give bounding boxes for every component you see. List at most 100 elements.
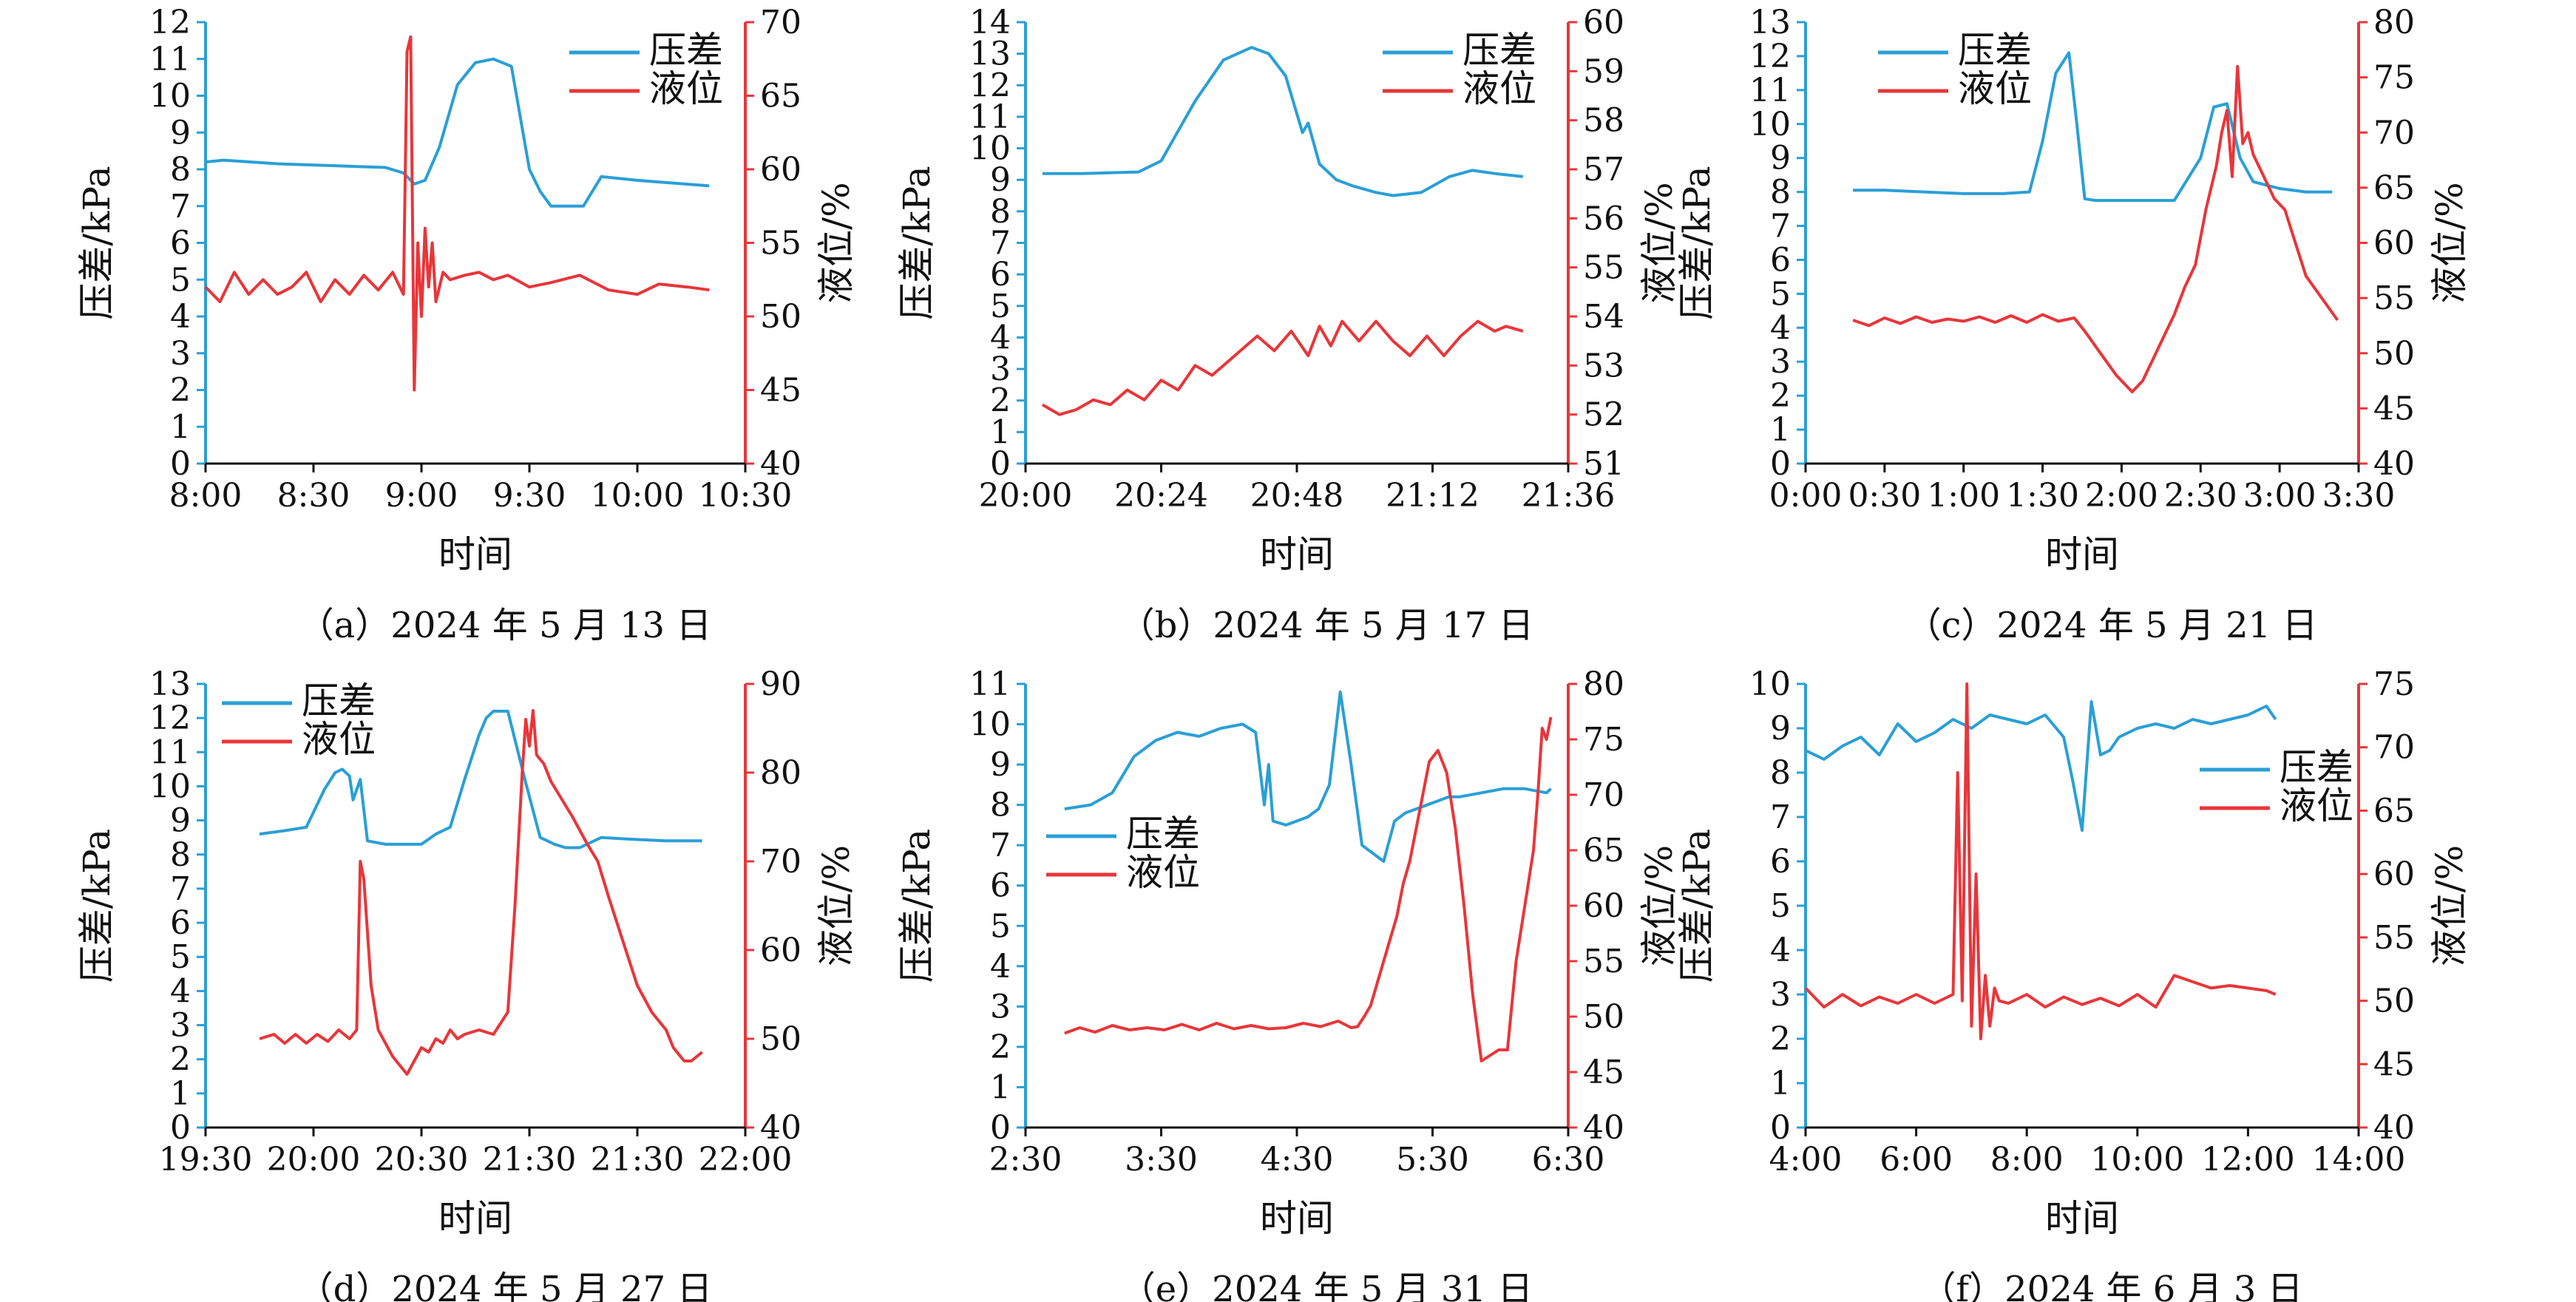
- panel-b: 0123456789101112131451525354555657585960…: [895, 4, 1681, 646]
- series-line-pressure-diff: [1042, 46, 1524, 197]
- y-axis-label-left: 压差/kPa: [895, 829, 938, 983]
- y-right-tick-label: 45: [2373, 390, 2415, 427]
- y-left-tick-label: 9: [170, 114, 191, 152]
- y-right-tick-label: 60: [1583, 887, 1624, 925]
- y-left-tick-label: 0: [990, 445, 1011, 483]
- panel-caption: （d）2024 年 5 月 27 日: [298, 1269, 713, 1302]
- legend-label-level: 液位: [1126, 851, 1200, 894]
- y-left-tick-label: 3: [170, 1007, 191, 1045]
- y-left-tick-label: 1: [1770, 411, 1791, 449]
- legend-label-level: 液位: [649, 67, 723, 110]
- y-left-tick-label: 10: [1749, 106, 1791, 143]
- y-right-tick-label: 65: [760, 78, 801, 115]
- x-tick-label: 4:30: [1261, 1141, 1334, 1179]
- y-left-tick-label: 11: [149, 41, 191, 78]
- y-left-tick-label: 7: [990, 225, 1011, 262]
- y-left-tick-label: 3: [170, 335, 191, 373]
- series-line-level: [1064, 716, 1553, 1062]
- y-left-tick-label: 5: [990, 288, 1011, 325]
- x-tick-label: 8:30: [277, 477, 350, 515]
- y-right-tick-label: 45: [1583, 1054, 1624, 1091]
- y-left-tick-label: 10: [969, 130, 1011, 168]
- y-right-tick-label: 54: [1583, 298, 1624, 336]
- x-tick-label: 8:00: [1990, 1141, 2064, 1179]
- y-axis-label-right: 液位/%: [2428, 182, 2471, 303]
- y-left-tick-label: 6: [170, 904, 191, 942]
- x-tick-label: 1:30: [2006, 477, 2079, 515]
- y-left-tick-label: 9: [1770, 710, 1791, 747]
- x-axis-label: 时间: [438, 1197, 512, 1240]
- x-tick-label: 0:00: [1769, 477, 1843, 515]
- y-left-tick-label: 6: [990, 256, 1011, 294]
- legend-label-level: 液位: [2280, 784, 2353, 827]
- y-right-tick-label: 80: [1583, 665, 1624, 703]
- y-left-tick-label: 8: [990, 787, 1011, 824]
- x-tick-label: 10:30: [699, 477, 793, 515]
- y-right-tick-label: 80: [760, 754, 801, 792]
- x-tick-label: 19:30: [159, 1141, 253, 1179]
- y-left-tick-label: 11: [149, 733, 191, 771]
- y-left-tick-label: 2: [1770, 377, 1791, 415]
- y-right-tick-label: 40: [1583, 1109, 1624, 1147]
- y-left-tick-label: 4: [1770, 309, 1791, 347]
- y-right-tick-label: 58: [1583, 102, 1624, 140]
- x-tick-label: 9:30: [493, 477, 566, 515]
- y-right-tick-label: 40: [2373, 1109, 2415, 1147]
- y-left-tick-label: 5: [1770, 887, 1791, 925]
- y-left-tick-label: 4: [170, 972, 191, 1010]
- y-axis-label-right: 液位/%: [1638, 845, 1681, 966]
- x-tick-label: 22:00: [699, 1141, 793, 1179]
- y-left-tick-label: 0: [1770, 445, 1791, 483]
- y-right-tick-label: 55: [2373, 919, 2415, 957]
- y-right-tick-label: 45: [760, 372, 801, 410]
- panel-caption: （f）2024 年 6 月 3 日: [1920, 1269, 2302, 1302]
- y-axis-label-left: 压差/kPa: [75, 829, 118, 983]
- y-left-tick-label: 1: [170, 1075, 191, 1113]
- legend-label-pressure-diff: 压差: [1126, 813, 1200, 855]
- y-left-tick-label: 3: [990, 350, 1011, 388]
- y-left-tick-label: 7: [990, 827, 1011, 864]
- y-left-tick-label: 13: [969, 35, 1011, 73]
- y-right-tick-label: 55: [1583, 943, 1624, 980]
- y-right-tick-label: 65: [2373, 169, 2415, 207]
- x-tick-label: 20:24: [1114, 477, 1208, 515]
- series-line-pressure-diff: [1853, 51, 2333, 203]
- y-left-tick-label: 10: [149, 78, 191, 115]
- y-left-tick-label: 13: [149, 665, 191, 703]
- y-right-tick-label: 70: [2373, 729, 2415, 767]
- legend-label-pressure-diff: 压差: [302, 679, 376, 722]
- x-tick-label: 21:36: [1522, 477, 1616, 515]
- y-left-tick-label: 4: [990, 948, 1011, 986]
- legend-label-pressure-diff: 压差: [2280, 746, 2353, 789]
- y-right-tick-label: 70: [1583, 776, 1624, 814]
- y-right-tick-label: 50: [2373, 335, 2415, 373]
- y-left-tick-label: 1: [990, 413, 1011, 451]
- x-tick-label: 8:00: [169, 477, 243, 515]
- y-right-tick-label: 90: [760, 665, 801, 703]
- y-left-tick-label: 11: [969, 665, 1011, 703]
- y-left-tick-label: 9: [1770, 140, 1791, 177]
- x-tick-label: 4:00: [1769, 1141, 1843, 1179]
- series-line-level: [1852, 64, 2339, 393]
- y-left-tick-label: 0: [170, 1109, 191, 1147]
- y-left-tick-label: 3: [1770, 343, 1791, 381]
- x-tick-label: 21:30: [591, 1141, 685, 1179]
- y-left-tick-label: 0: [990, 1109, 1011, 1147]
- series-line-level: [1804, 682, 2277, 1040]
- y-right-tick-label: 60: [760, 151, 801, 189]
- y-left-tick-label: 8: [1770, 754, 1791, 792]
- y-left-tick-label: 2: [990, 1028, 1011, 1066]
- y-right-tick-label: 50: [760, 298, 801, 336]
- y-right-tick-label: 75: [2373, 665, 2415, 703]
- y-right-tick-label: 80: [2373, 4, 2415, 41]
- y-left-tick-label: 4: [170, 298, 191, 336]
- y-right-tick-label: 59: [1583, 52, 1624, 90]
- x-tick-label: 3:30: [2322, 477, 2396, 515]
- y-left-tick-label: 3: [990, 988, 1011, 1025]
